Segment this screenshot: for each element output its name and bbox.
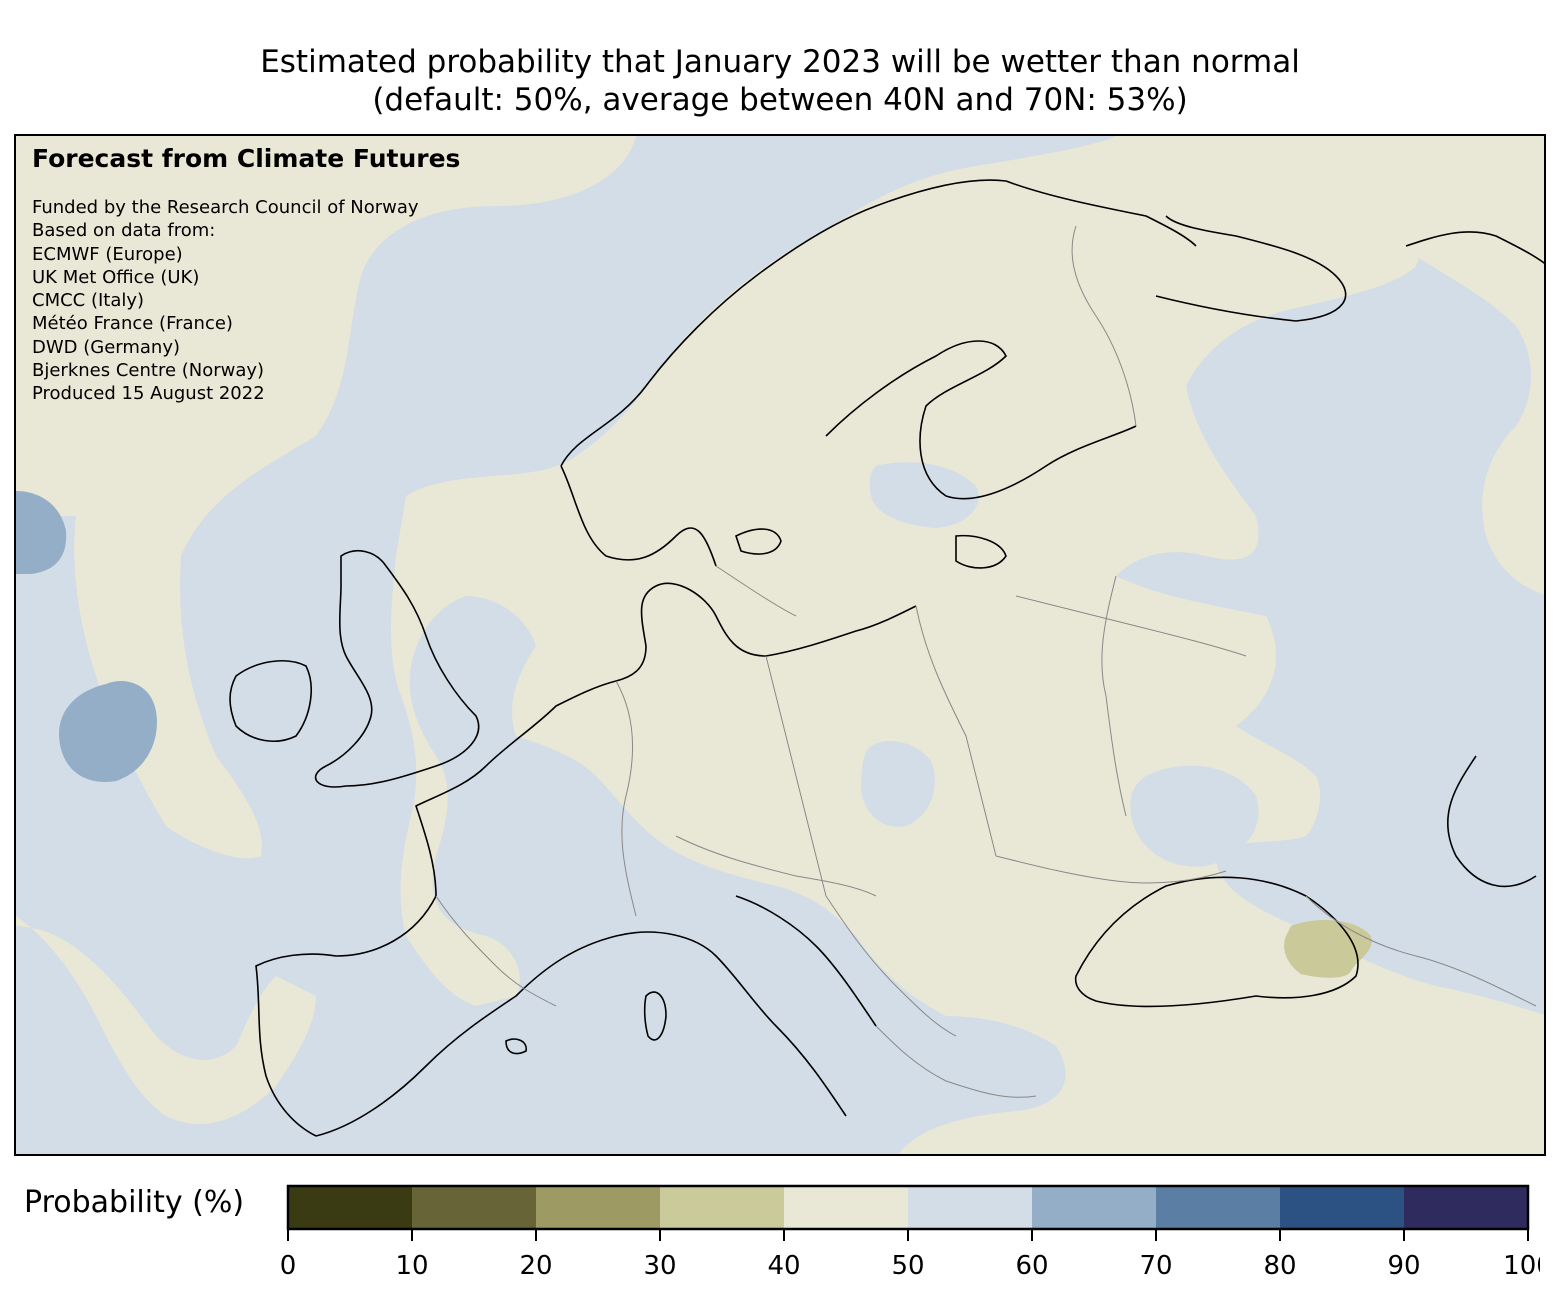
- field-40-50-regions: [16, 136, 1544, 1154]
- credit-line: UK Met Office (UK): [32, 266, 200, 288]
- colorbar-segment: [1156, 1186, 1281, 1229]
- colorbar-tick-label: 60: [1015, 1251, 1048, 1281]
- colorbar-tick-label: 70: [1139, 1251, 1172, 1281]
- map-title: Estimated probability that January 2023 …: [260, 44, 1300, 80]
- colorbar-segment: [660, 1186, 785, 1229]
- colorbar-segment: [908, 1186, 1033, 1229]
- credit-line: Produced 15 August 2022: [32, 383, 265, 405]
- credit-heading: Forecast from Climate Futures: [32, 144, 461, 173]
- colorbar-tick-label: 20: [519, 1251, 552, 1281]
- colorbar-tick-label: 0: [280, 1251, 296, 1281]
- field-60-70-patches: [16, 491, 157, 782]
- colorbar-segment: [536, 1186, 661, 1229]
- coastlines: [229, 179, 1544, 1137]
- credit-line: CMCC (Italy): [32, 290, 145, 312]
- probability-map: [16, 136, 1544, 1154]
- colorbar-tick-label: 90: [1387, 1251, 1420, 1281]
- credit-lines: Funded by the Research Council of Norway…: [32, 196, 419, 406]
- credit-line: Bjerknes Centre (Norway): [32, 360, 265, 382]
- colorbar-segment: [288, 1186, 413, 1229]
- colorbar: 0 10 20 30 40 50 60 70 80 90 100: [280, 1184, 1540, 1281]
- colorbar-tick-label: 10: [395, 1251, 428, 1281]
- map-panel: Forecast from Climate Futures Funded by …: [14, 134, 1546, 1156]
- credit-line: Météo France (France): [32, 313, 233, 335]
- colorbar-tick-label: 40: [767, 1251, 800, 1281]
- country-borders: [435, 225, 1537, 1098]
- colorbar-segment: [1280, 1186, 1405, 1229]
- credit-line: DWD (Germany): [32, 336, 181, 358]
- colorbar-segment: [1032, 1186, 1157, 1229]
- colorbar-segment: [784, 1186, 909, 1229]
- colorbar-segment: [412, 1186, 537, 1229]
- colorbar-tick-label: 30: [643, 1251, 676, 1281]
- colorbar-tick-label: 100: [1503, 1251, 1540, 1281]
- map-subtitle: (default: 50%, average between 40N and 7…: [372, 82, 1188, 118]
- credit-line: Funded by the Research Council of Norway: [32, 197, 419, 218]
- field-50-60-patches: [861, 462, 1259, 867]
- colorbar-label: Probability (%): [24, 1185, 245, 1220]
- credit-line: ECMWF (Europe): [32, 243, 183, 265]
- colorbar-tick-label: 50: [891, 1251, 924, 1281]
- credit-line: Based on data from:: [32, 220, 216, 242]
- colorbar-tick-label: 80: [1263, 1251, 1296, 1281]
- colorbar-segment: [1404, 1186, 1529, 1229]
- field-30-40-patch: [1284, 920, 1372, 978]
